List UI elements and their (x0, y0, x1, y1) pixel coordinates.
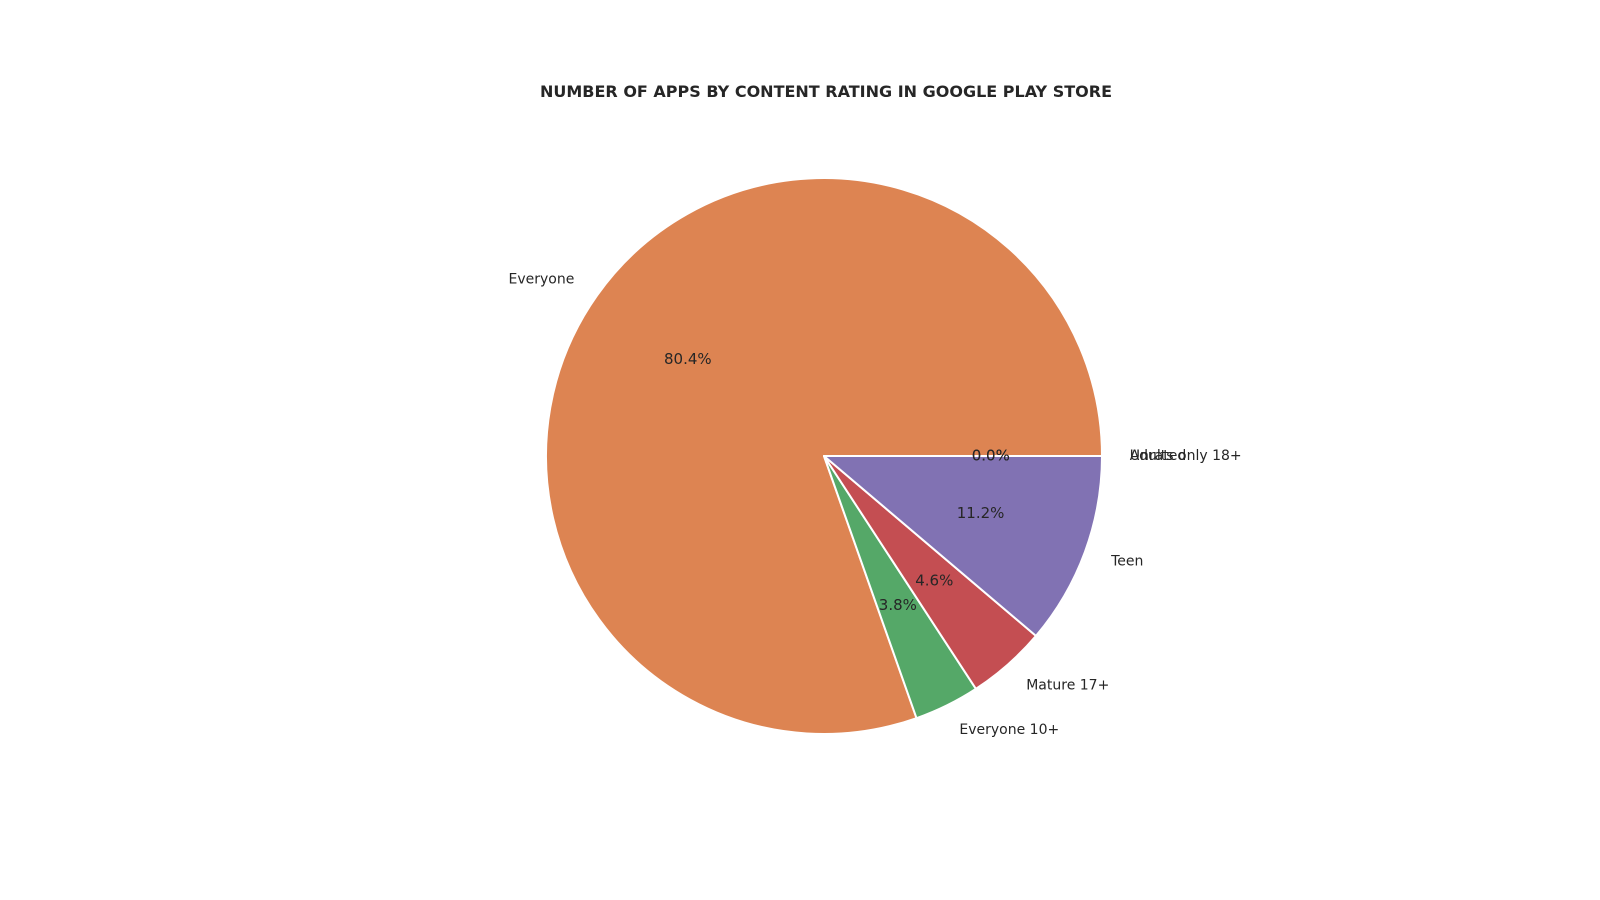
slice-label-teen: Teen (1110, 553, 1143, 569)
slice-label-unrated: Unrated (1130, 448, 1186, 464)
slice-pct-label-everyone: 80.4% (664, 350, 712, 368)
pie-slices (545, 177, 1103, 735)
slice-teen (823, 455, 1103, 637)
slice-pct-label-unrated: 0.0% (972, 447, 1010, 465)
slice-pct-label-adults-only-18: 0.0% (972, 447, 1010, 465)
pie-labels: Everyone 80.4% Everyone 10+ 3.8% Mature 17+ 4… (509, 271, 1242, 738)
slice-pct-label-teen: 11.2% (957, 504, 1005, 522)
slice-label-adults-only-18: Adults only 18+ (1130, 448, 1242, 464)
slice-everyone (545, 177, 1103, 735)
slice-label-mature-17: Mature 17+ (1026, 677, 1109, 693)
chart-title: NUMBER OF APPS BY CONTENT RATING IN GOOG… (540, 82, 1112, 101)
slice-label-everyone: Everyone (509, 271, 575, 287)
slice-pct-label-mature-17: 4.6% (915, 572, 953, 590)
slice-pct-label-everyone-10: 3.8% (879, 596, 917, 614)
slice-label-everyone-10: Everyone 10+ (959, 722, 1059, 738)
